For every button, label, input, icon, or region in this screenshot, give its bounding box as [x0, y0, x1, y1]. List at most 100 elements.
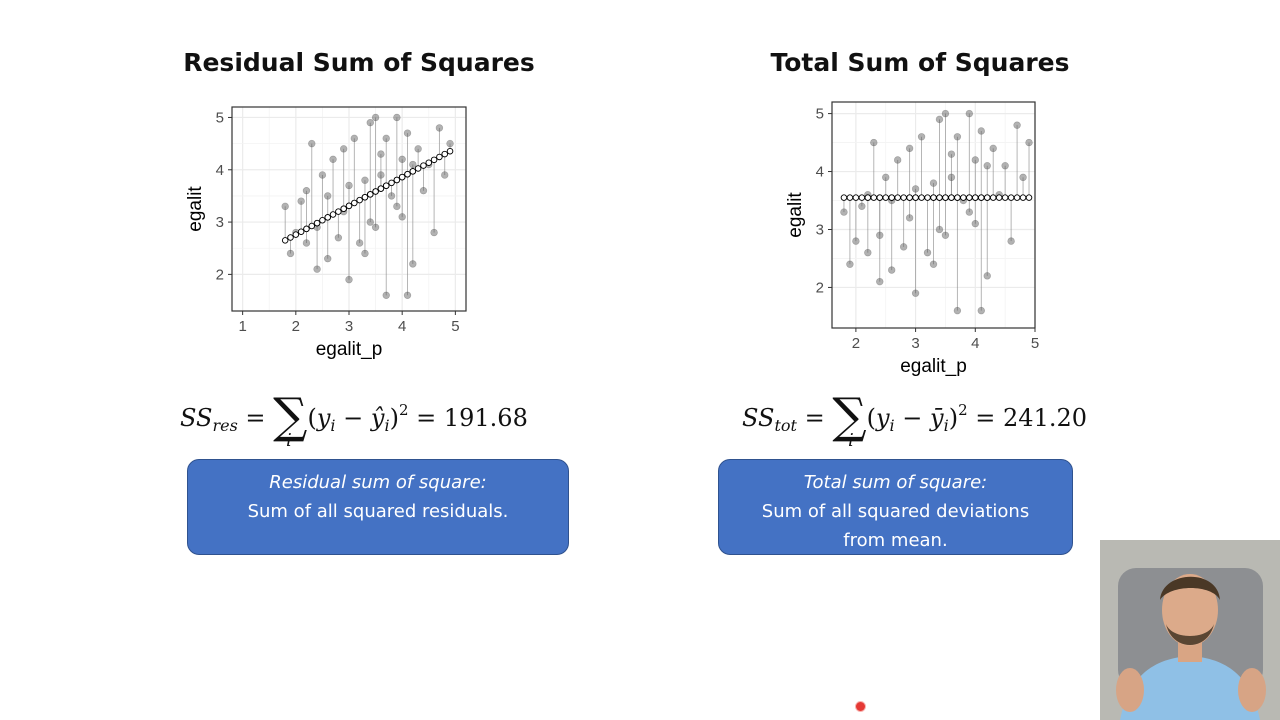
fitted-value-marker: [954, 194, 961, 201]
total-formula: SStot = ∑ i (yi − ȳi)2 = 241.20: [742, 388, 1088, 451]
fitted-value-marker: [1001, 194, 1009, 201]
fitted-value-marker: [989, 194, 997, 201]
data-point: [308, 139, 316, 148]
fitted-value-marker: [1007, 194, 1015, 201]
fitted-value-marker: [858, 194, 866, 201]
x-axis-label: egalit_p: [316, 339, 383, 360]
fitted-value-marker: [340, 205, 347, 212]
fitted-value-marker: [446, 147, 454, 155]
fitted-value-marker: [361, 193, 369, 201]
fitted-value-marker: [840, 194, 848, 201]
data-point: [318, 171, 327, 179]
data-point: [1025, 138, 1033, 147]
fitted-value-marker: [882, 194, 889, 201]
data-point: [876, 231, 884, 239]
data-point: [1001, 162, 1009, 170]
pointer-dot: [855, 701, 866, 712]
fitted-value-marker: [876, 194, 884, 201]
fitted-value-marker: [409, 168, 417, 175]
fitted-value-marker: [983, 194, 991, 201]
y-tick-label: 4: [216, 162, 224, 179]
data-point: [977, 306, 985, 315]
data-point: [366, 118, 374, 127]
data-point: [398, 213, 406, 221]
x-tick-label: 5: [451, 318, 459, 335]
data-point: [409, 260, 417, 268]
data-point: [882, 173, 890, 182]
data-point: [971, 219, 979, 228]
residual-definition-heading: Residual sum of square:: [269, 472, 487, 493]
data-point: [870, 138, 878, 147]
fitted-value-marker: [303, 225, 310, 233]
fitted-value-marker: [1019, 194, 1027, 201]
fitted-value-marker: [393, 176, 401, 184]
presenter-silhouette-icon: [1100, 540, 1280, 720]
y-tick-label: 4: [816, 164, 824, 181]
fitted-value-marker: [382, 182, 390, 189]
total-definition-box: Total sum of square: Sum of all squared …: [718, 459, 1073, 555]
total-scatter-chart: 2 3 4 5 2 3 4 5 egalit_p egalit: [785, 101, 1039, 377]
data-point: [983, 272, 991, 280]
data-point: [971, 156, 979, 164]
data-point: [393, 113, 401, 122]
fitted-value-marker: [864, 194, 872, 201]
data-point: [941, 231, 950, 239]
residual-definition-box: Residual sum of square: Sum of all squar…: [187, 459, 569, 555]
fitted-value-marker: [297, 228, 305, 236]
y-tick-label: 3: [216, 214, 224, 231]
fitted-value-marker: [356, 196, 363, 204]
data-point: [398, 155, 406, 164]
fitted-value-marker: [292, 231, 300, 238]
fitted-value-marker: [436, 153, 443, 161]
fitted-value-marker: [319, 216, 326, 224]
data-point: [911, 185, 920, 193]
data-point: [419, 186, 428, 195]
fitted-value-marker: [345, 202, 353, 210]
y-tick-label: 2: [816, 279, 824, 296]
x-tick-label: 2: [292, 318, 300, 335]
data-point: [911, 289, 920, 297]
fitted-value-marker: [414, 165, 422, 172]
residual-ss-value: 191.68: [443, 404, 528, 432]
data-point: [414, 145, 422, 153]
data-point: [893, 156, 902, 164]
fitted-value-marker: [367, 191, 374, 198]
data-point: [888, 266, 896, 274]
left-panel-title: Residual Sum of Squares: [183, 48, 535, 77]
right-panel-title: Total Sum of Squares: [770, 48, 1070, 77]
data-point: [371, 223, 380, 232]
fitted-value-marker: [377, 185, 385, 192]
x-tick-label: 3: [345, 318, 353, 335]
data-point: [905, 144, 914, 153]
data-point: [281, 202, 289, 211]
data-point: [899, 243, 908, 251]
fitted-value-marker: [430, 156, 438, 164]
data-point: [953, 133, 962, 141]
fitted-value-marker: [972, 194, 979, 201]
data-point: [403, 129, 412, 137]
fitted-value-marker: [1025, 194, 1033, 201]
data-point: [387, 192, 396, 200]
fitted-value-marker: [420, 162, 427, 169]
data-point: [977, 127, 985, 135]
data-point: [840, 208, 848, 216]
data-point: [377, 171, 385, 179]
data-point: [393, 202, 401, 211]
data-point: [366, 218, 374, 226]
fitted-value-marker: [966, 194, 973, 201]
x-axis-label: egalit_p: [900, 356, 967, 377]
data-point: [1013, 121, 1021, 129]
fitted-value-marker: [995, 194, 1003, 201]
fitted-value-marker: [287, 234, 294, 241]
x-tick-label: 3: [911, 335, 919, 352]
y-axis-label: egalit: [785, 192, 806, 238]
data-point: [965, 208, 974, 216]
data-point: [302, 186, 311, 195]
data-point: [935, 225, 944, 234]
data-point: [446, 139, 454, 148]
data-point: [846, 260, 854, 268]
fitted-value-marker: [313, 219, 321, 227]
x-tick-label: 2: [852, 335, 860, 352]
data-point: [876, 277, 884, 286]
data-point: [313, 265, 321, 273]
